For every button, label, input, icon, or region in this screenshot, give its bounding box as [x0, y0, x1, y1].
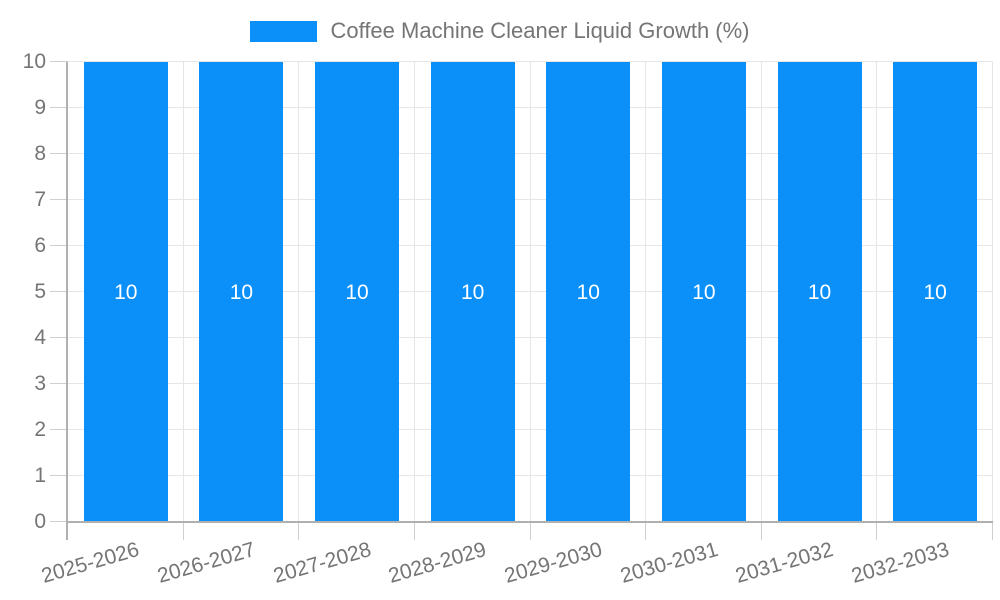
x-gridline — [992, 62, 993, 522]
bar-value-label: 10 — [923, 280, 947, 304]
bar-2027-2028[interactable]: 10 — [315, 62, 400, 522]
x-axis-label: 2027-2028 — [270, 538, 374, 588]
x-axis-label: 2031-2032 — [733, 538, 836, 588]
y-axis-label: 8 — [34, 142, 46, 165]
y-axis-label: 6 — [34, 234, 46, 257]
x-tick — [298, 522, 300, 540]
bar-value-label: 10 — [461, 280, 485, 304]
x-axis-label: 2028-2029 — [386, 538, 490, 588]
y-axis-label: 3 — [34, 372, 46, 395]
x-axis-label: 2025-2026 — [39, 538, 143, 588]
y-tick — [50, 245, 68, 246]
y-axis-label: 10 — [22, 50, 46, 73]
bar-2031-2032[interactable]: 10 — [777, 62, 862, 522]
y-gridline — [68, 153, 993, 154]
y-gridline — [68, 107, 993, 108]
y-gridline — [68, 199, 993, 200]
chart-legend: Coffee Machine Cleaner Liquid Growth (%) — [0, 16, 1000, 46]
y-tick — [50, 383, 68, 384]
bar-2030-2031[interactable]: 10 — [661, 62, 746, 522]
x-gridline — [182, 62, 184, 522]
y-tick — [50, 475, 68, 476]
y-axis-label: 4 — [34, 326, 46, 349]
x-gridline — [413, 62, 415, 522]
bar-2028-2029[interactable]: 10 — [430, 62, 515, 522]
y-gridline — [68, 475, 993, 476]
y-gridline — [68, 383, 993, 384]
y-gridline — [68, 337, 993, 338]
y-tick — [50, 107, 68, 108]
y-axis-label: 5 — [34, 280, 46, 303]
y-gridline — [68, 61, 993, 62]
legend-swatch — [250, 20, 318, 42]
y-axis-label: 0 — [34, 510, 46, 533]
y-tick — [50, 61, 68, 62]
x-axis-label: 2026-2027 — [154, 538, 258, 588]
x-tick — [876, 522, 878, 540]
bar-value-label: 10 — [345, 280, 369, 304]
x-gridline — [645, 62, 647, 522]
x-axis-label: 2030-2031 — [617, 538, 721, 588]
bar-2029-2030[interactable]: 10 — [546, 62, 631, 522]
y-gridline — [68, 291, 993, 292]
x-axis-baseline — [66, 521, 993, 523]
x-gridline — [529, 62, 531, 522]
x-gridline — [760, 62, 762, 522]
y-tick — [50, 429, 68, 430]
bar-value-label: 10 — [114, 280, 138, 304]
bar-2025-2026[interactable]: 10 — [83, 62, 168, 522]
y-tick — [50, 199, 68, 200]
x-tick — [413, 522, 415, 540]
x-tick — [645, 522, 647, 540]
y-axis-label: 2 — [34, 418, 46, 441]
y-axis-label: 7 — [34, 188, 46, 211]
y-axis-label: 9 — [34, 96, 46, 119]
x-gridline — [876, 62, 878, 522]
y-axis-line — [66, 62, 68, 540]
x-tick — [760, 522, 762, 540]
x-axis-label: 2029-2030 — [501, 538, 605, 588]
bar-value-label: 10 — [807, 280, 832, 304]
bar-value-label: 10 — [692, 280, 716, 304]
x-tick — [992, 522, 993, 540]
y-tick — [50, 291, 68, 292]
bar-2026-2027[interactable]: 10 — [199, 62, 284, 522]
x-tick — [529, 522, 531, 540]
legend-label: Coffee Machine Cleaner Liquid Growth (%) — [330, 18, 750, 43]
x-tick — [182, 522, 184, 540]
x-axis-label: 2032-2033 — [848, 538, 952, 588]
y-axis-label: 1 — [34, 464, 46, 487]
y-tick — [50, 153, 68, 154]
x-gridline — [298, 62, 300, 522]
y-gridline — [68, 429, 993, 430]
bar-2032-2033[interactable]: 10 — [893, 62, 978, 522]
y-tick — [50, 337, 68, 338]
bar-value-label: 10 — [576, 280, 600, 304]
y-tick — [50, 521, 68, 522]
y-gridline — [68, 245, 993, 246]
bar-value-label: 10 — [229, 280, 254, 304]
